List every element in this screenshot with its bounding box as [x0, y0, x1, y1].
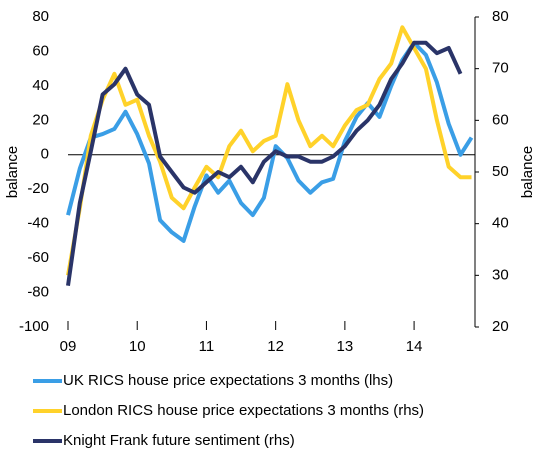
x-tick-label: 09: [60, 338, 77, 355]
x-tick-label: 11: [199, 338, 215, 355]
y-tick-label: 60: [32, 42, 49, 59]
x-tick-label: 14: [406, 338, 423, 355]
y2-tick-label: 30: [492, 266, 509, 283]
x-tick-label: 12: [267, 338, 284, 355]
y2-tick-label: 60: [492, 111, 509, 128]
x-tick-label: 13: [337, 338, 354, 355]
y2-tick-label: 40: [492, 215, 509, 232]
y2-tick-label: 80: [492, 8, 509, 25]
y2-tick-label: 50: [492, 163, 509, 180]
y-tick-label: 40: [32, 77, 49, 94]
legend-label: UK RICS house price expectations 3 month…: [63, 372, 393, 389]
y-tick-label: 80: [32, 8, 49, 25]
y-tick-label: 0: [41, 146, 49, 163]
legend-label: Knight Frank future sentiment (rhs): [63, 432, 295, 449]
legend-label: London RICS house price expectations 3 m…: [63, 402, 424, 419]
y2-tick-label: 20: [492, 318, 509, 335]
y-tick-label: -20: [27, 180, 49, 197]
series-line: [66, 40, 463, 286]
y2-tick-label: 70: [492, 60, 509, 77]
y-axis-label: balance: [4, 146, 21, 199]
y-tick-label: 20: [32, 111, 49, 128]
y2-axis-label: balance: [519, 146, 536, 199]
series-line: [66, 25, 472, 276]
y-tick-label: -60: [27, 249, 49, 266]
y-tick-label: -40: [27, 215, 49, 232]
y-tick-label: -80: [27, 284, 49, 301]
y-tick-label: -100: [19, 318, 49, 335]
x-tick-label: 10: [129, 338, 146, 355]
